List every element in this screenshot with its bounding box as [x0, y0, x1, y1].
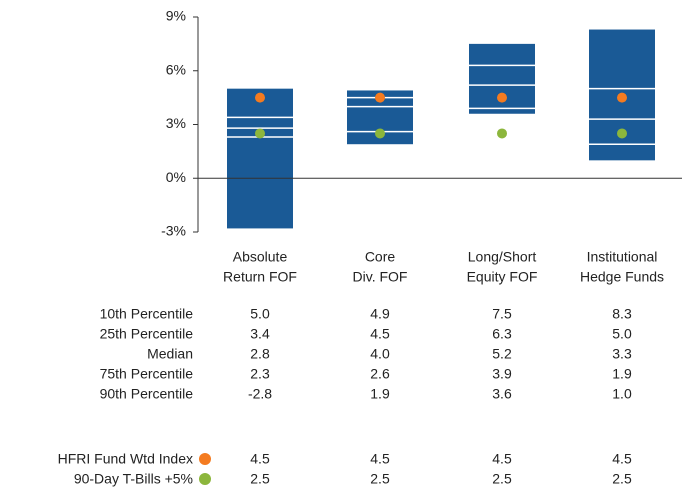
marker-dot: [375, 128, 385, 139]
row-label: 25th Percentile: [100, 326, 194, 342]
cell: 2.8: [250, 346, 270, 362]
cell: 4.9: [370, 306, 390, 322]
cell: 5.0: [250, 306, 270, 322]
legend-dot: [199, 473, 211, 485]
cell: 3.3: [612, 346, 632, 362]
marker-dot: [255, 128, 265, 139]
row-label: 90-Day T-Bills +5%: [74, 471, 193, 487]
y-tick-label: 0%: [166, 169, 186, 185]
cell: 2.6: [370, 366, 390, 382]
x-tick-label: Return FOF: [223, 269, 297, 285]
box: [469, 43, 535, 114]
cell: 4.5: [250, 451, 270, 467]
x-tick-label: Absolute: [233, 249, 288, 265]
legend-dot: [199, 453, 211, 465]
marker-dot: [617, 128, 627, 139]
cell: 4.5: [370, 451, 390, 467]
cell: 2.5: [492, 471, 512, 487]
cell: 8.3: [612, 306, 632, 322]
y-tick-label: -3%: [161, 223, 186, 239]
marker-dot: [617, 92, 627, 103]
row-label: 10th Percentile: [100, 306, 194, 322]
cell: 6.3: [492, 326, 512, 342]
cell: 4.0: [370, 346, 390, 362]
cell: 4.5: [370, 326, 390, 342]
marker-dot: [497, 128, 507, 139]
row-label: HFRI Fund Wtd Index: [58, 451, 193, 467]
cell: 5.0: [612, 326, 632, 342]
cell: 1.9: [612, 366, 632, 382]
cell: -2.8: [248, 386, 272, 402]
x-tick-label: Hedge Funds: [580, 269, 664, 285]
row-label: Median: [147, 346, 193, 362]
cell: 3.4: [250, 326, 270, 342]
cell: 2.3: [250, 366, 270, 382]
row-label: 75th Percentile: [100, 366, 194, 382]
y-tick-label: 6%: [166, 61, 186, 77]
cell: 2.5: [250, 471, 270, 487]
cell: 1.0: [612, 386, 632, 402]
y-tick-label: 3%: [166, 115, 186, 131]
cell: 1.9: [370, 386, 390, 402]
x-tick-label: Institutional: [587, 249, 658, 265]
cell: 2.5: [612, 471, 632, 487]
box: [227, 88, 293, 229]
x-tick-label: Core: [365, 249, 396, 265]
cell: 7.5: [492, 306, 512, 322]
cell: 5.2: [492, 346, 512, 362]
cell: 4.5: [492, 451, 512, 467]
cell: 2.5: [370, 471, 390, 487]
x-tick-label: Long/Short: [468, 249, 537, 265]
y-tick-label: 9%: [166, 8, 186, 24]
x-tick-label: Div. FOF: [353, 269, 408, 285]
cell: 3.9: [492, 366, 512, 382]
marker-dot: [497, 92, 507, 103]
cell: 3.6: [492, 386, 512, 402]
marker-dot: [375, 92, 385, 103]
x-tick-label: Equity FOF: [467, 269, 538, 285]
marker-dot: [255, 92, 265, 103]
cell: 4.5: [612, 451, 632, 467]
row-label: 90th Percentile: [100, 386, 194, 402]
